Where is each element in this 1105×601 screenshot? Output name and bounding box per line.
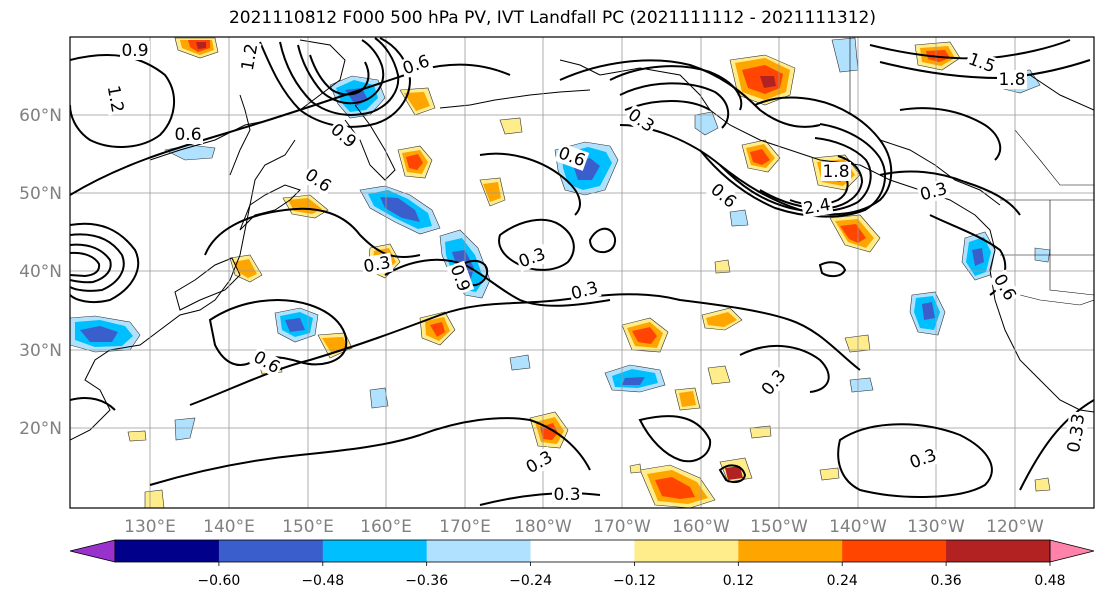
contour-label-bg (446, 260, 475, 296)
contour-label-bg (821, 162, 851, 181)
contour-label: 0.6 (174, 125, 201, 145)
lon-tick-label: 130°E (124, 517, 176, 537)
contour-label-bg (237, 40, 262, 74)
colorbar-tick-label: 0.24 (827, 573, 858, 589)
map-frame (69, 36, 1095, 509)
contour-label-bg (249, 346, 285, 378)
contour-label: 1.2 (103, 84, 127, 114)
colorbar-segment (322, 540, 428, 562)
contour-label-bg (103, 82, 128, 116)
colorbar-tick-label: 0.48 (1034, 573, 1065, 589)
colorbar-segment (115, 540, 220, 562)
colorbar-segment (218, 540, 324, 562)
latitude-axis: 60°N 50°N 40°N 30°N 20°N (19, 106, 62, 439)
lat-tick-label: 40°N (19, 262, 62, 282)
colorbar-min-extension (69, 539, 116, 563)
contour-label-bg (398, 50, 434, 79)
contour-label: 0.3 (362, 253, 392, 277)
contour-label-bg (905, 444, 941, 473)
colorbar-tick-label: −0.24 (509, 573, 552, 589)
contour-label-bg (360, 252, 394, 277)
lat-tick-label: 60°N (19, 106, 62, 126)
contour-label-bg (552, 485, 582, 504)
contour-label-bg (514, 243, 550, 272)
colorbar-tick-label: 0.12 (723, 573, 754, 589)
colorbar-tick-label: −0.48 (301, 573, 344, 589)
contour-label-bg (800, 194, 834, 219)
lon-tick-label: 150°W (750, 517, 808, 537)
contour-label-bg (567, 277, 602, 304)
lon-tick-label: 140°E (203, 517, 255, 537)
lon-tick-label: 150°E (282, 517, 334, 537)
borders (849, 37, 1094, 306)
contour-label: 1.2 (238, 42, 262, 72)
lon-tick-label: 170°W (593, 517, 651, 537)
colorbar-tick-label: 0.36 (931, 573, 962, 589)
contour-label-bg (997, 70, 1027, 89)
colorbar-segment (842, 540, 947, 562)
colorbar: −0.60 −0.48 −0.36 −0.24 −0.12 0.12 0.24 0.36 0.4… (69, 539, 1095, 589)
contour-label: 0.3 (1064, 424, 1088, 454)
colorbar-tick-label: −0.12 (613, 573, 656, 589)
lon-tick-label: 170°E (439, 517, 491, 537)
colorbar-segment (634, 540, 739, 562)
chart-title: 2021110812 F000 500 hPa PV, IVT Landfall… (228, 8, 876, 28)
colorbar-segment (738, 540, 843, 562)
lat-tick-label: 50°N (19, 184, 62, 204)
colorbar-tick-label: −0.60 (197, 573, 240, 589)
contour-label-bg (623, 104, 659, 137)
contour-label-bg (521, 446, 557, 478)
lon-tick-label: 160°W (672, 517, 730, 537)
lon-tick-label: 120°W (986, 517, 1044, 537)
contour-label-bg (554, 142, 590, 171)
contour-label-bg (120, 41, 150, 60)
colorbar-frame (114, 539, 1051, 563)
contour-label: 0.9 (121, 41, 148, 61)
contour-label-bg (916, 178, 951, 205)
contour-label: 2.4 (802, 195, 832, 219)
lon-tick-label: 130°W (907, 517, 965, 537)
colorbar-segment (426, 540, 532, 562)
colorbar-max-extension (1049, 539, 1095, 563)
contour-label-bg (173, 125, 203, 144)
colorbar-segment (530, 540, 635, 562)
colorbar-segment (946, 540, 1051, 562)
contour-labels: 0.91.21.20.60.60.60.60.60.3 0.30.30.30.30… (103, 40, 1089, 505)
contour-label-bg (989, 269, 1021, 305)
lon-tick-label: 160°E (360, 517, 412, 537)
colorbar-tick-label: −0.36 (405, 573, 448, 589)
contour-label-bg (705, 178, 742, 213)
contour-label-bg (1063, 422, 1088, 456)
lon-tick-label: 140°W (829, 517, 887, 537)
contour-label: 1.8 (998, 70, 1025, 90)
lat-tick-label: 30°N (19, 341, 62, 361)
contour-label: 1.8 (822, 162, 849, 182)
contour-label: 0.3 (553, 485, 580, 505)
contour-label-bg (325, 118, 362, 153)
pv-contours (70, 37, 1094, 506)
contour-label-bg (756, 364, 791, 401)
map-panel (70, 37, 1094, 508)
lat-tick-label: 20°N (19, 419, 62, 439)
contour-label-bg (964, 48, 1000, 77)
lon-tick-label: 180°W (514, 517, 572, 537)
contour-label-bg (300, 164, 336, 197)
longitude-axis: 130°E 140°E 150°E 160°E 170°E 180°W 170°W 160°W… (124, 517, 1044, 537)
